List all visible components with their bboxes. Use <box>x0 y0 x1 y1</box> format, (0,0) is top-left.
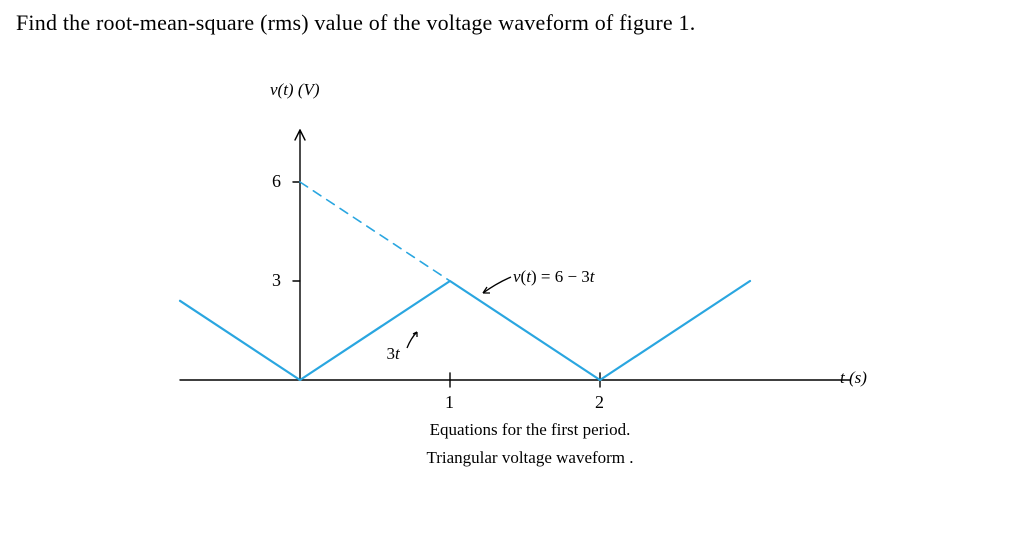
voltage-waveform-chart: v(t) (V) 6 3 1 2 t (s) 3t v(t) <box>170 80 890 510</box>
x-axis-label: t (s) <box>840 368 867 388</box>
x-tick-1: 1 <box>445 392 454 413</box>
y-tick-6: 6 <box>272 171 281 192</box>
x-tick-2: 2 <box>595 392 604 413</box>
question-text: Find the root-mean-square (rms) value of… <box>16 10 695 36</box>
y-tick-3: 3 <box>272 270 281 291</box>
caption-line2: Triangular voltage waveform . <box>170 448 890 468</box>
segment1-equation: 3t <box>387 344 400 364</box>
caption-line1: Equations for the first period. <box>170 420 890 440</box>
segment2-equation: v(t) = 6 − 3t <box>513 267 595 287</box>
y-axis-label: v(t) (V) <box>270 80 320 100</box>
arrow-3t-icon <box>403 328 427 352</box>
arrow-6-3t-icon <box>477 273 515 297</box>
